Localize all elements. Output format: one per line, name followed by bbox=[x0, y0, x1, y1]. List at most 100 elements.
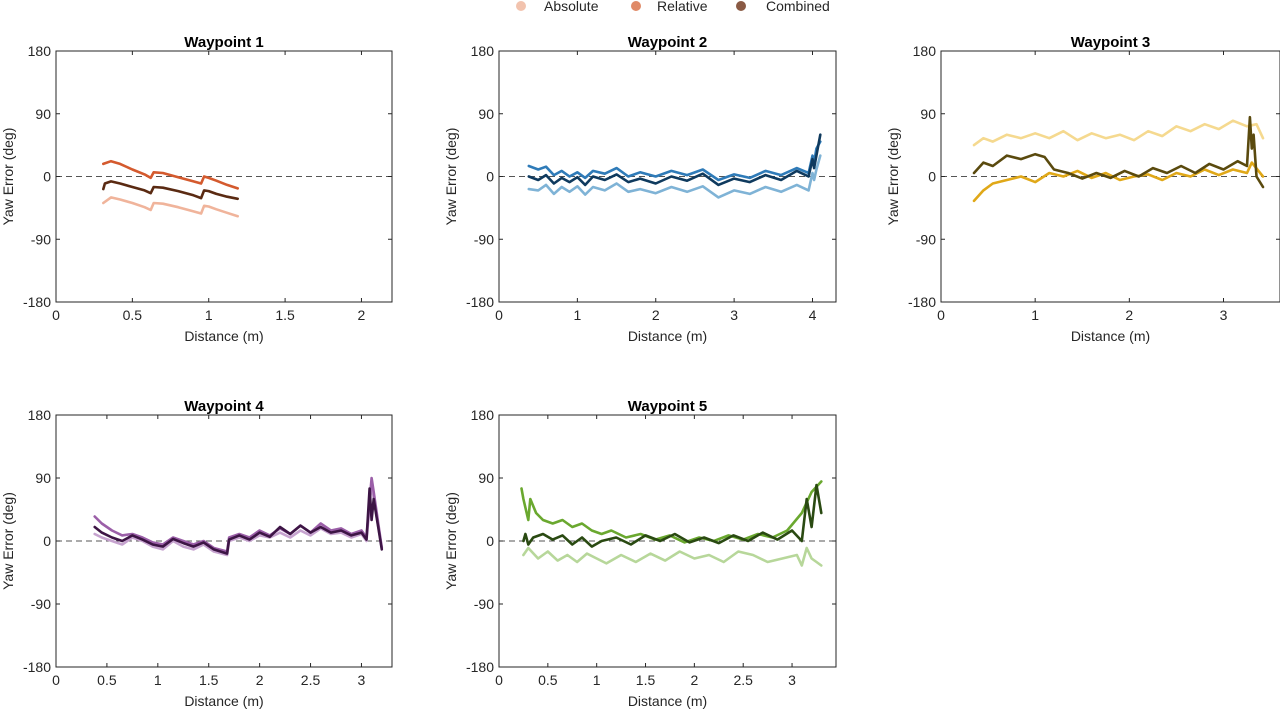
x-tick-label: 0 bbox=[52, 672, 60, 688]
series-line-combined bbox=[93, 487, 384, 555]
y-tick-label: 0 bbox=[43, 169, 51, 185]
y-tick-label: 180 bbox=[28, 43, 52, 59]
x-tick-label: 0.5 bbox=[123, 307, 143, 323]
series-line-absolute bbox=[93, 480, 384, 557]
series-line-relative bbox=[520, 480, 823, 544]
y-tick-label: 90 bbox=[478, 106, 494, 122]
panel-waypoint-4: Waypoint 4 0 0.5 1 1.5 2 2.5 3 -180 -90 0 90 180 Dist… bbox=[0, 398, 393, 709]
y-tick-label: -90 bbox=[916, 231, 936, 247]
series-line-relative bbox=[102, 159, 239, 190]
series-line-absolute bbox=[972, 119, 1265, 147]
y-tick-label: -180 bbox=[466, 659, 494, 675]
series-line-combined bbox=[527, 133, 822, 187]
series-line-relative bbox=[93, 476, 384, 553]
series-line-relative bbox=[527, 140, 822, 182]
x-tick-label: 3 bbox=[1220, 307, 1228, 323]
panel-waypoint-5: Waypoint 5 0 0.5 1 1.5 2 2.5 3 -180 -90 0 90 180 Dist… bbox=[443, 398, 837, 709]
y-tick-label: 180 bbox=[471, 43, 495, 59]
x-tick-label: 2.5 bbox=[733, 672, 753, 688]
y-tick-label: 0 bbox=[486, 169, 494, 185]
y-tick-label: 90 bbox=[920, 106, 936, 122]
y-tick-label: 0 bbox=[43, 533, 51, 549]
x-tick-label: 1 bbox=[205, 307, 213, 323]
x-tick-label: 2 bbox=[652, 307, 660, 323]
series-line-combined bbox=[522, 483, 823, 548]
series-line-absolute bbox=[102, 196, 239, 218]
y-tick-label: -90 bbox=[31, 231, 51, 247]
legend-item-combined: Combined bbox=[736, 0, 830, 14]
legend-label: Combined bbox=[766, 0, 830, 14]
x-tick-label: 0 bbox=[937, 307, 945, 323]
y-tick-label: -180 bbox=[908, 294, 936, 310]
x-tick-label: 2 bbox=[358, 307, 366, 323]
x-tick-label: 2 bbox=[256, 672, 264, 688]
y-tick-label: 180 bbox=[913, 43, 937, 59]
panel-title: Waypoint 4 bbox=[184, 398, 264, 415]
panel-waypoint-2: Waypoint 2 0 1 2 3 4 -180 -90 0 90 180 Distance (m)… bbox=[443, 34, 837, 344]
x-axis-label: Distance (m) bbox=[628, 328, 707, 344]
series-line-combined bbox=[972, 115, 1265, 189]
y-tick-label: -90 bbox=[474, 231, 494, 247]
x-tick-label: 4 bbox=[809, 307, 817, 323]
x-tick-label: 2 bbox=[690, 672, 698, 688]
legend-label: Relative bbox=[657, 0, 708, 14]
x-tick-label: 0 bbox=[52, 307, 60, 323]
x-tick-label: 0 bbox=[495, 307, 503, 323]
legend-item-relative: Relative bbox=[631, 0, 708, 14]
y-tick-label: 0 bbox=[486, 533, 494, 549]
panel-title: Waypoint 1 bbox=[184, 34, 263, 51]
x-tick-label: 1 bbox=[593, 672, 601, 688]
legend-marker bbox=[516, 1, 526, 11]
x-tick-label: 0.5 bbox=[97, 672, 117, 688]
x-tick-label: 1 bbox=[573, 307, 581, 323]
x-tick-label: 3 bbox=[730, 307, 738, 323]
y-tick-label: 90 bbox=[35, 106, 51, 122]
y-tick-label: 180 bbox=[471, 407, 495, 423]
panel-title: Waypoint 5 bbox=[628, 398, 707, 415]
panel-title: Waypoint 2 bbox=[628, 34, 707, 51]
x-tick-label: 1 bbox=[1031, 307, 1039, 323]
panel-waypoint-1: Waypoint 1 0 0.5 1 1.5 2 -180 -90 0 90 180 Distance… bbox=[0, 34, 393, 344]
x-tick-label: 3 bbox=[788, 672, 796, 688]
x-axis-label: Distance (m) bbox=[1071, 328, 1150, 344]
series-line-absolute bbox=[527, 154, 822, 199]
panel-waypoint-3: Waypoint 3 0 1 2 3 -180 -90 0 90 180 Distance (m) Y… bbox=[885, 34, 1280, 344]
y-tick-label: -90 bbox=[31, 596, 51, 612]
y-axis-label: Yaw Error (deg) bbox=[443, 492, 459, 590]
x-tick-label: 1.5 bbox=[636, 672, 656, 688]
x-tick-label: 0.5 bbox=[538, 672, 558, 688]
y-axis-label: Yaw Error (deg) bbox=[0, 492, 16, 590]
y-axis-label: Yaw Error (deg) bbox=[0, 128, 16, 226]
panel-title: Waypoint 3 bbox=[1071, 34, 1150, 51]
y-tick-label: 90 bbox=[35, 470, 51, 486]
legend-marker bbox=[736, 1, 746, 11]
legend-marker bbox=[631, 1, 641, 11]
x-tick-label: 2 bbox=[1125, 307, 1133, 323]
y-tick-label: 0 bbox=[928, 169, 936, 185]
x-tick-label: 3 bbox=[358, 672, 366, 688]
legend-item-absolute: Absolute bbox=[516, 0, 599, 14]
x-tick-label: 2.5 bbox=[301, 672, 321, 688]
legend: Absolute Relative Combined bbox=[516, 0, 830, 14]
y-axis-label: Yaw Error (deg) bbox=[443, 128, 459, 226]
series-line-absolute bbox=[522, 546, 823, 567]
panels: Waypoint 1 0 0.5 1 1.5 2 -180 -90 0 90 180 Distance… bbox=[0, 34, 1280, 709]
x-tick-label: 1.5 bbox=[275, 307, 295, 323]
series-line-relative bbox=[972, 161, 1265, 203]
y-tick-label: 90 bbox=[478, 470, 494, 486]
x-axis-label: Distance (m) bbox=[628, 693, 707, 709]
y-tick-label: -180 bbox=[23, 294, 51, 310]
y-tick-label: -180 bbox=[23, 659, 51, 675]
x-axis-label: Distance (m) bbox=[184, 328, 263, 344]
y-tick-label: 180 bbox=[28, 407, 52, 423]
x-tick-label: 1.5 bbox=[199, 672, 219, 688]
y-tick-label: -90 bbox=[474, 596, 494, 612]
x-tick-label: 0 bbox=[495, 672, 503, 688]
x-tick-label: 1 bbox=[154, 672, 162, 688]
y-tick-label: -180 bbox=[466, 294, 494, 310]
x-axis-label: Distance (m) bbox=[184, 693, 263, 709]
series-line-combined bbox=[102, 180, 239, 201]
y-axis-label: Yaw Error (deg) bbox=[885, 128, 901, 226]
legend-label: Absolute bbox=[544, 0, 599, 14]
